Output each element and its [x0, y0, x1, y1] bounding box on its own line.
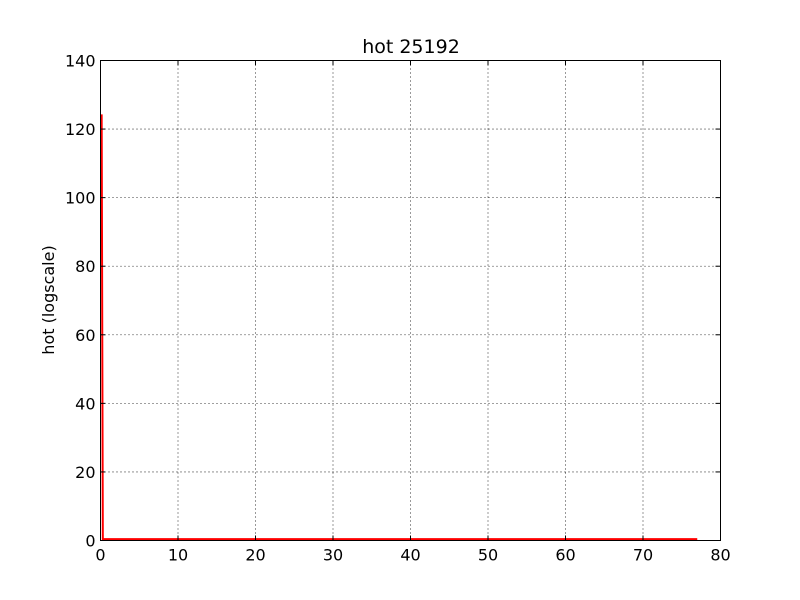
series-layer: [100, 114, 698, 541]
x-tick-label: 10: [168, 546, 188, 565]
y-tick-label: 140: [65, 52, 96, 71]
x-tick-label: 50: [478, 546, 498, 565]
series-line-1: [100, 114, 698, 541]
x-tick-label: 20: [245, 546, 265, 565]
x-tick-label: 40: [400, 546, 420, 565]
x-tick-labels: 0 10 20 30 40 50 60 70 80: [95, 546, 730, 565]
y-tick-label: 60: [75, 326, 95, 345]
grid: [100, 60, 721, 541]
x-tick-label: 80: [710, 546, 730, 565]
y-tick-label: 40: [75, 394, 95, 413]
y-tick-label: 20: [75, 463, 95, 482]
x-tick-label: 70: [633, 546, 653, 565]
y-tick-labels: 0 20 40 60 80 100 120 140: [65, 52, 96, 551]
y-tick-label: 80: [75, 257, 95, 276]
chart-title: hot 25192: [362, 36, 460, 58]
x-tick-label: 30: [323, 546, 343, 565]
y-axis-label: hot (logscale): [39, 245, 58, 354]
y-tick-label: 100: [65, 189, 96, 208]
y-tick-label: 120: [65, 120, 96, 139]
x-tick-label: 0: [95, 546, 105, 565]
ticks: [100, 60, 721, 541]
x-tick-label: 60: [555, 546, 575, 565]
y-tick-label: 0: [85, 532, 95, 551]
